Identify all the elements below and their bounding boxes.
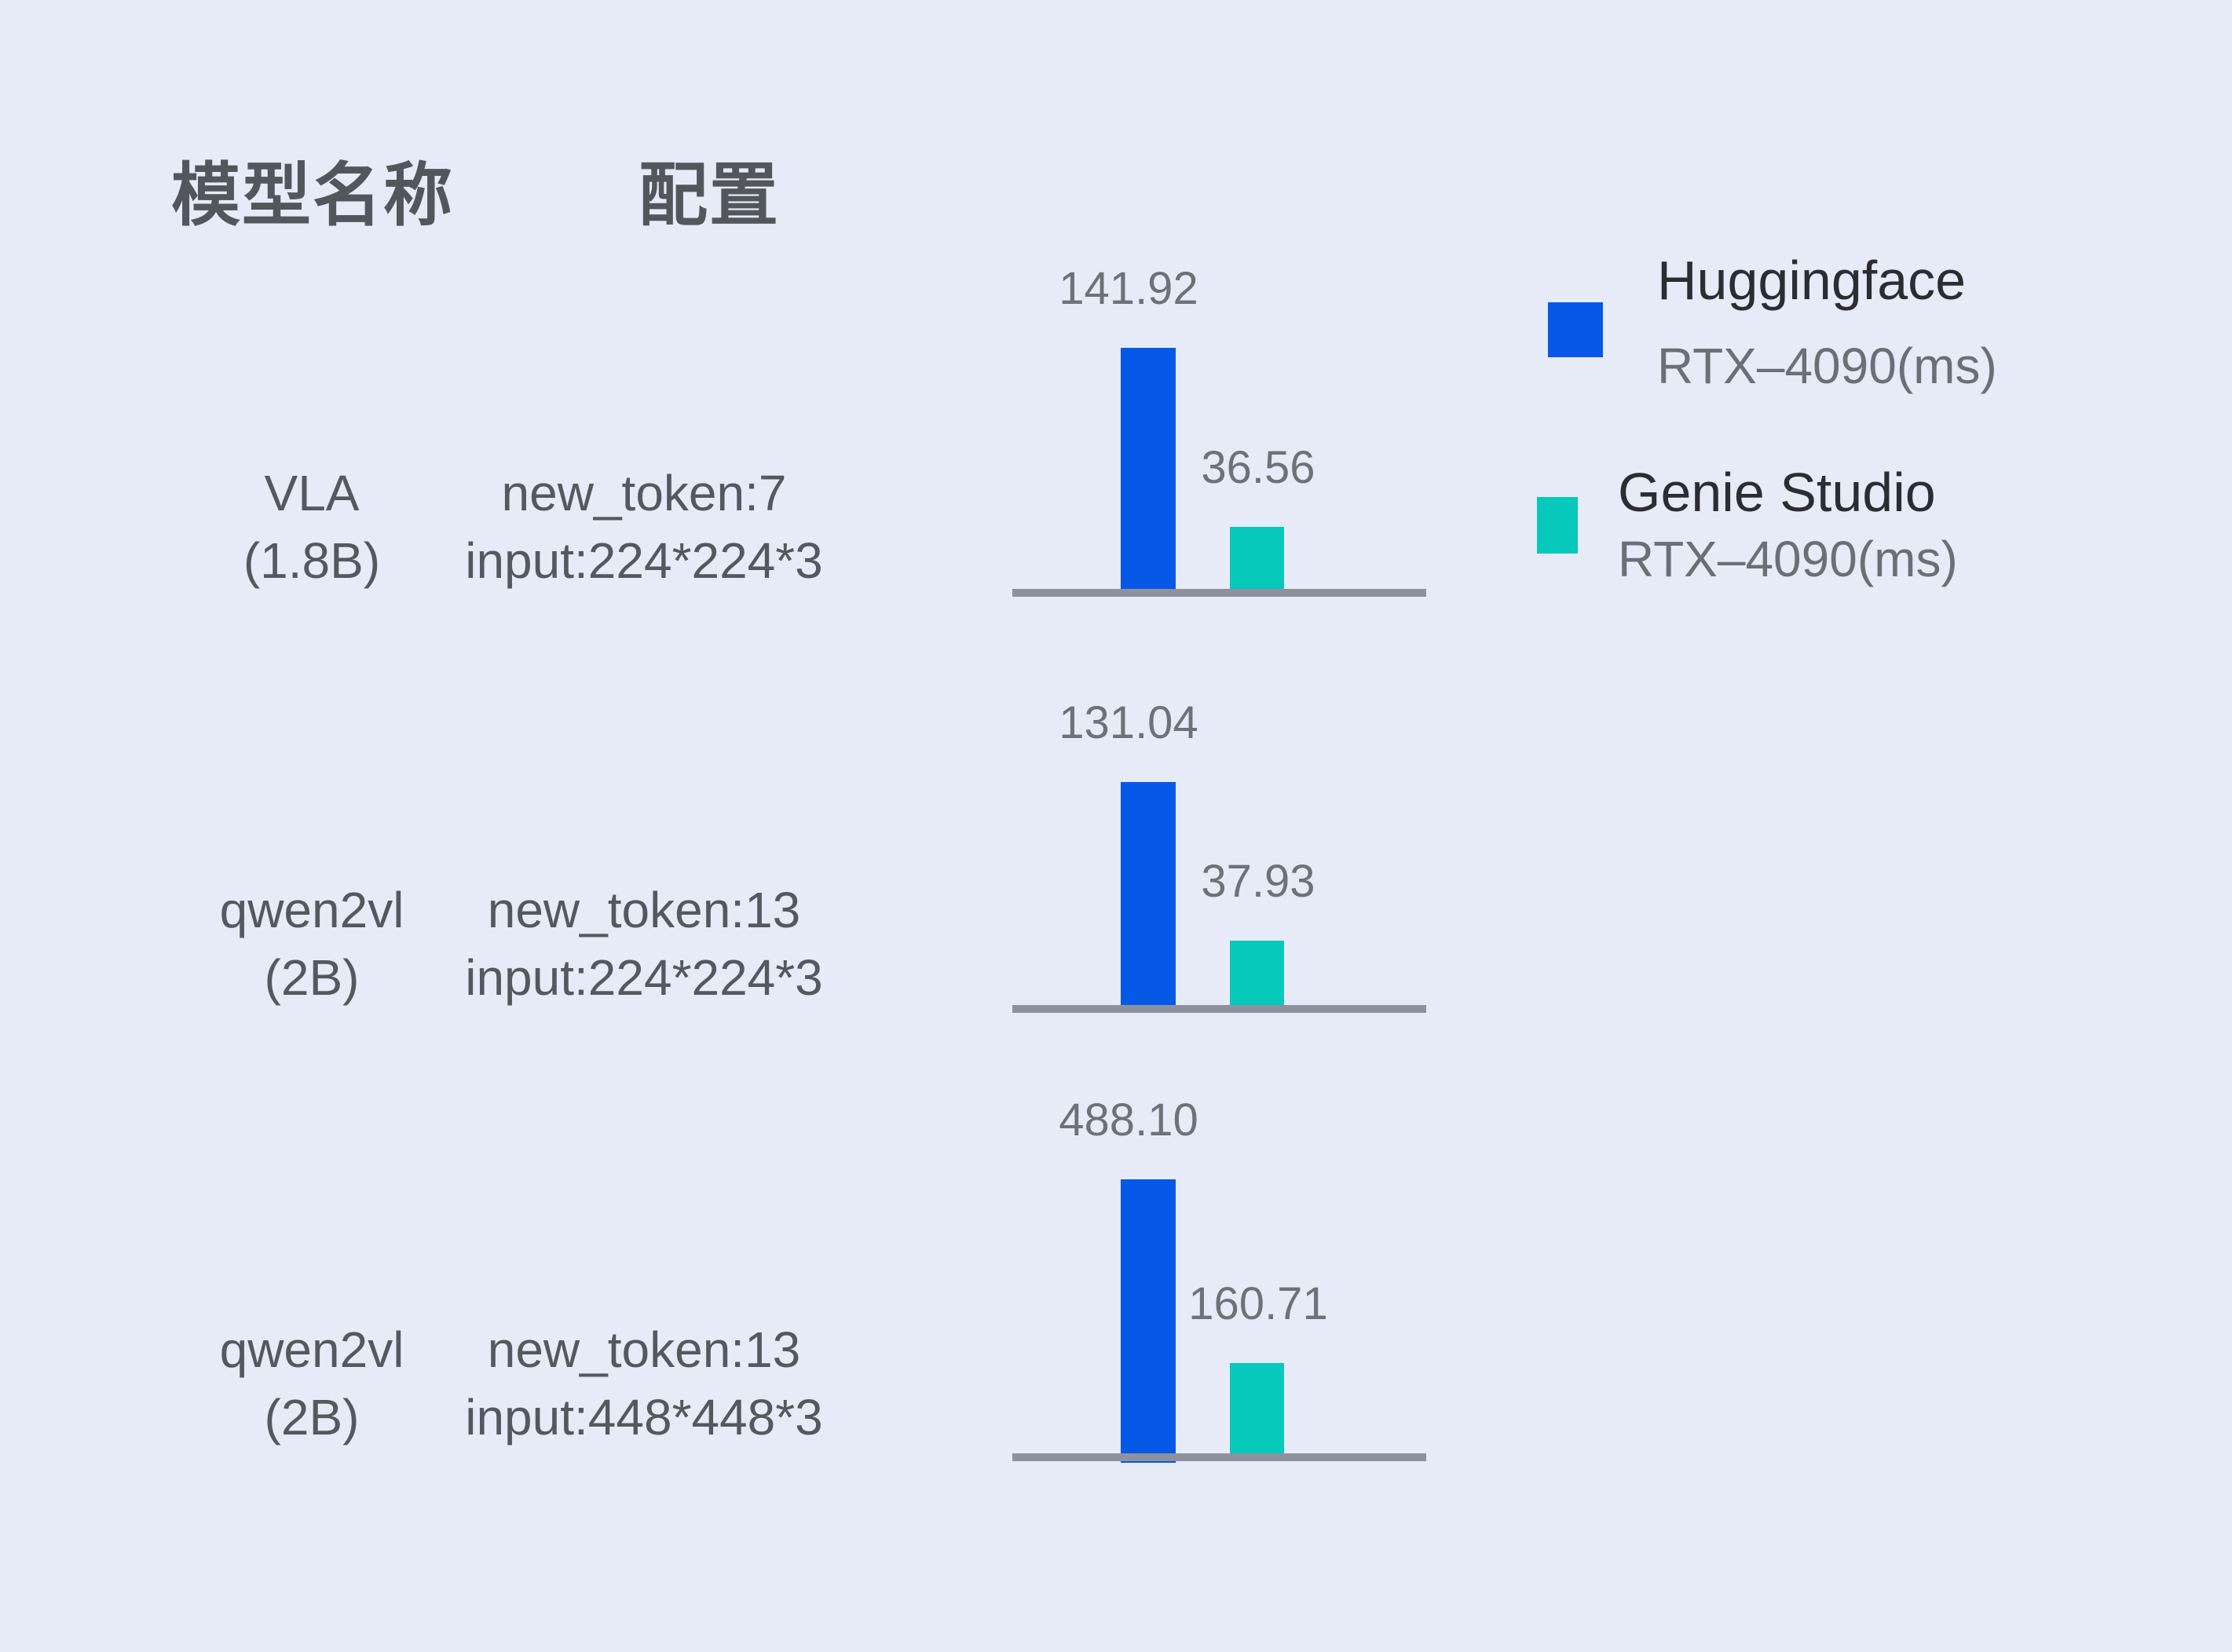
model-name: qwen2vl — [219, 882, 404, 938]
model-size: (2B) — [264, 949, 360, 1006]
config-input-size: input:224*224*3 — [465, 949, 823, 1006]
genie-studio-value-label: 36.56 — [1201, 442, 1315, 493]
huggingface-value-label: 131.04 — [1059, 697, 1198, 748]
model-size: (2B) — [264, 1389, 360, 1446]
model-size: (1.8B) — [243, 532, 381, 589]
model-name: qwen2vl — [219, 1321, 404, 1378]
huggingface-value-label: 488.10 — [1059, 1095, 1198, 1146]
huggingface-value-label: 141.92 — [1059, 263, 1198, 314]
huggingface-legend-swatch-icon — [1548, 302, 1603, 357]
legend-sublabel-huggingface-gpu: RTX–4090(ms) — [1657, 338, 1997, 394]
legend-sublabel-genie-studio-gpu: RTX–4090(ms) — [1618, 531, 1958, 587]
huggingface-bar — [1121, 1179, 1176, 1463]
legend-label-genie-studio: Genie Studio — [1618, 462, 1936, 523]
config-new-token: new_token:13 — [487, 1321, 801, 1378]
huggingface-bar — [1121, 348, 1176, 589]
legend-label-huggingface: Huggingface — [1657, 250, 1967, 311]
genie-studio-bar — [1230, 1363, 1284, 1453]
axis-baseline — [1012, 1005, 1426, 1013]
model-name-cell: qwen2vl (2B) — [155, 876, 469, 1011]
genie-studio-value-label: 37.93 — [1201, 856, 1315, 907]
model-name: VLA — [264, 465, 360, 521]
genie-studio-bar — [1230, 941, 1284, 1005]
column-header-model-name: 模型名称 — [171, 156, 455, 234]
genie-studio-value-label: 160.71 — [1188, 1278, 1328, 1329]
config-new-token: new_token:7 — [501, 465, 787, 521]
config-cell: new_token:13 input:448*448*3 — [424, 1316, 864, 1451]
model-name-cell: VLA (1.8B) — [155, 459, 469, 594]
config-input-size: input:448*448*3 — [465, 1389, 823, 1446]
config-cell: new_token:13 input:224*224*3 — [424, 876, 864, 1011]
config-new-token: new_token:13 — [487, 882, 801, 938]
model-name-cell: qwen2vl (2B) — [155, 1316, 469, 1451]
genie-studio-legend-swatch-icon — [1537, 497, 1578, 554]
huggingface-bar — [1121, 782, 1176, 1005]
axis-baseline — [1012, 589, 1426, 597]
axis-baseline — [1012, 1453, 1426, 1461]
column-header-config: 配置 — [638, 156, 781, 234]
genie-studio-bar — [1230, 527, 1284, 589]
config-input-size: input:224*224*3 — [465, 532, 823, 589]
config-cell: new_token:7 input:224*224*3 — [424, 459, 864, 594]
